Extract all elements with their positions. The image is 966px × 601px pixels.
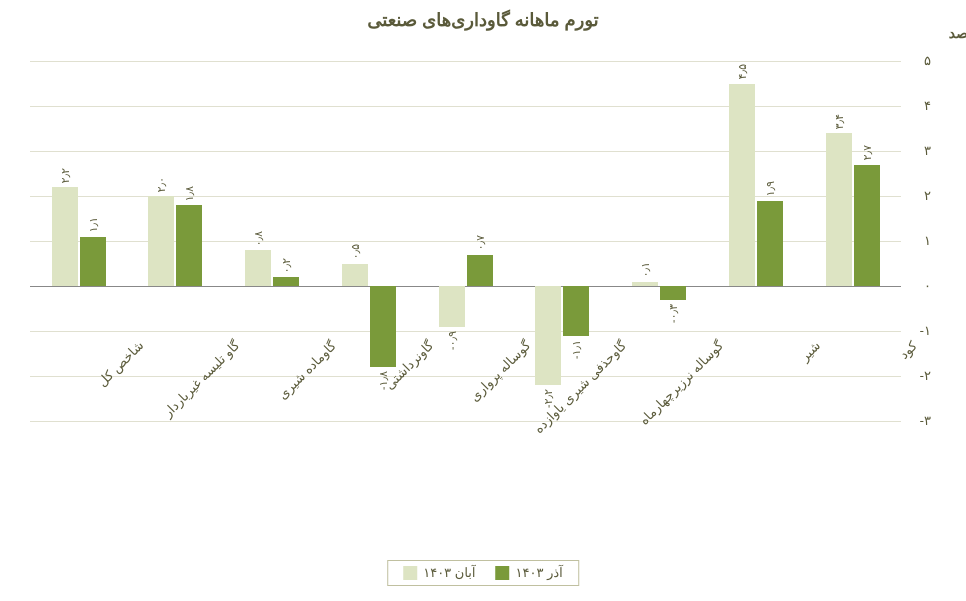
bar: ۰٫۳-: [660, 286, 686, 300]
bar: ۲٫۰: [148, 196, 174, 286]
bar: ۰٫۹-: [439, 286, 465, 327]
bar: ۳٫۴: [826, 133, 852, 286]
bar: ۱٫۹: [757, 201, 783, 287]
bar-value-label: ۰٫۵: [349, 244, 362, 259]
y-tick-label: ۵: [924, 53, 931, 69]
bar-value-label: ۰٫۱: [639, 262, 652, 277]
bar-value-label: ۱٫۱-: [570, 340, 583, 359]
bar-value-label: ۰٫۳-: [667, 304, 680, 323]
bar-value-label: ۲٫۲: [59, 168, 72, 183]
bar: ۱٫۱: [80, 237, 106, 287]
y-tick-label: ۴: [924, 98, 931, 114]
legend-label: آذر ۱۴۰۳: [516, 565, 563, 581]
bar: ۴٫۵: [729, 84, 755, 287]
y-tick-label: ۳: [924, 143, 931, 159]
bar-value-label: ۰٫۲: [280, 258, 293, 273]
legend-label: آبان ۱۴۰۳: [423, 565, 475, 581]
bar: ۰٫۵: [342, 264, 368, 287]
bar: ۰٫۱: [632, 282, 658, 287]
bar-value-label: ۳٫۴: [833, 114, 846, 129]
bar-value-label: ۲٫۰: [155, 177, 168, 192]
x-axis-labels: شاخص کلگاو تلیسه غیرباردارگاوماده شیریگا…: [30, 421, 901, 541]
y-tick-label: ۱: [924, 233, 931, 249]
bar: ۰٫۲: [273, 277, 299, 286]
bar-value-label: ۰٫۷: [474, 235, 487, 250]
legend-swatch: [496, 566, 510, 580]
bar: ۱٫۱-: [563, 286, 589, 336]
bar: ۱٫۸-: [370, 286, 396, 367]
chart-title: تورم ماهانه گاوداری‌های صنعتی: [20, 10, 946, 31]
bar: ۰٫۸: [245, 250, 271, 286]
y-axis-label: درصد: [949, 25, 966, 42]
bar-value-label: ۱٫۱: [87, 217, 100, 232]
legend-swatch: [403, 566, 417, 580]
y-tick-label: ۲: [924, 188, 931, 204]
bar: ۰٫۷: [467, 255, 493, 287]
bar-value-label: ۱٫۹: [764, 181, 777, 196]
bar-value-label: ۲٫۷: [861, 145, 874, 160]
y-tick-label: ۱-: [920, 323, 931, 339]
bar-value-label: ۰٫۸: [252, 231, 265, 246]
chart-container: تورم ماهانه گاوداری‌های صنعتی درصد ۳-۲-۱…: [20, 10, 946, 591]
bar-value-label: ۰٫۹-: [446, 331, 459, 350]
bar: ۱٫۸: [176, 205, 202, 286]
y-tick-label: ۰: [924, 278, 931, 294]
legend-item-aban: آبان ۱۴۰۳: [403, 565, 475, 581]
bar-value-label: ۱٫۸: [183, 186, 196, 201]
legend: آبان ۱۴۰۳ آذر ۱۴۰۳: [387, 560, 579, 586]
bar: ۲٫۷: [854, 165, 880, 287]
bar: ۲٫۲: [52, 187, 78, 286]
bar-value-label: ۴٫۵: [736, 64, 749, 79]
legend-item-azar: آذر ۱۴۰۳: [496, 565, 563, 581]
